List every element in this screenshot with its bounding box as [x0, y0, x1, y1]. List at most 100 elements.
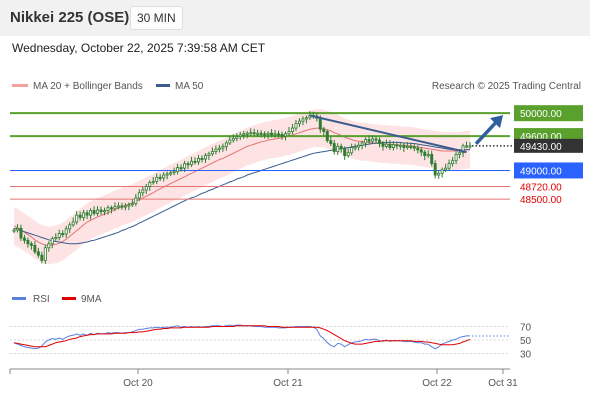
- candle-body: [249, 132, 253, 135]
- candle-body: [183, 163, 187, 169]
- candle-body: [172, 171, 176, 174]
- candle-body: [120, 205, 124, 208]
- candle-body: [137, 192, 141, 199]
- candle-body: [426, 154, 430, 157]
- candle-body: [318, 117, 322, 130]
- candle-body: [325, 131, 329, 142]
- candle-body: [165, 173, 169, 176]
- candle-body: [193, 160, 197, 163]
- resistance-label-box: [514, 105, 583, 122]
- candle-body: [57, 233, 61, 238]
- candle-body: [430, 154, 434, 164]
- candle-body: [304, 117, 308, 120]
- time-tick-label: Oct 31: [488, 378, 518, 389]
- candle-body: [353, 146, 357, 149]
- candle-body: [169, 172, 173, 175]
- candle-body: [99, 209, 103, 213]
- candle-body: [231, 137, 235, 141]
- candle-body: [75, 214, 79, 223]
- candle-body: [266, 132, 270, 135]
- rsi-ma-legend-swatch: [62, 297, 76, 300]
- candle-body: [416, 147, 420, 151]
- candle-body: [454, 154, 458, 162]
- candle-body: [412, 146, 416, 149]
- candle-body: [461, 145, 465, 154]
- candle-body: [238, 134, 242, 138]
- support-label: 48500.00: [520, 195, 562, 206]
- candle-body: [33, 245, 37, 253]
- last-price-label: 49430.00: [520, 142, 562, 153]
- candle-body: [350, 147, 354, 154]
- ma50-legend-swatch: [156, 84, 170, 87]
- candle-body: [130, 203, 134, 206]
- candle-body: [228, 139, 232, 144]
- ma50-line: [13, 141, 470, 245]
- rsi-ma-line: [13, 325, 471, 348]
- candle-body: [214, 148, 218, 152]
- rsi-tick-label: 50: [520, 336, 532, 347]
- candle-body: [127, 204, 131, 207]
- candle-body: [371, 138, 375, 142]
- rsi-ma-legend-label: 9MA: [81, 294, 102, 305]
- rsi-tick-label: 30: [520, 350, 532, 361]
- candle-body: [203, 155, 207, 160]
- ma20-legend-label: MA 20 + Bollinger Bands: [33, 81, 143, 92]
- candle-body: [29, 243, 33, 246]
- candle-body: [270, 132, 274, 136]
- candle-body: [277, 133, 281, 136]
- candle-body: [322, 128, 326, 132]
- candle-body: [381, 143, 385, 147]
- resistance-label: 50000.00: [520, 109, 562, 120]
- candle-body: [36, 251, 40, 256]
- candle-body: [113, 206, 117, 210]
- candle-body: [256, 132, 260, 135]
- target-arrow-head: [490, 115, 503, 129]
- candle-body: [287, 131, 291, 135]
- candle-body: [96, 209, 100, 214]
- instrument-title: Nikkei 225 (OSE): [10, 9, 130, 26]
- candle-body: [64, 228, 68, 235]
- candle-body: [186, 163, 190, 166]
- candle-body: [221, 145, 225, 149]
- candle-body: [47, 243, 51, 249]
- pivot-label: 49000.00: [520, 166, 562, 177]
- candle-body: [197, 158, 200, 163]
- candle-body: [151, 180, 155, 183]
- candle-body: [148, 182, 152, 187]
- candle-body: [398, 144, 402, 147]
- candle-body: [301, 118, 305, 122]
- candle-body: [78, 214, 82, 218]
- candle-body: [123, 205, 127, 208]
- candle-body: [12, 229, 16, 232]
- candle-body: [176, 167, 180, 173]
- candle-body: [54, 237, 58, 240]
- candle-body: [458, 152, 462, 155]
- candle-body: [155, 176, 159, 182]
- candle-body: [179, 167, 183, 170]
- trend-line: [309, 114, 467, 154]
- ma50-legend-label: MA 50: [175, 81, 204, 92]
- candle-body: [343, 148, 347, 156]
- candle-body: [339, 145, 343, 150]
- candle-body: [190, 160, 194, 166]
- candle-body: [89, 210, 93, 216]
- candle-body: [405, 145, 409, 148]
- candle-body: [367, 139, 371, 142]
- candle-body: [378, 139, 381, 144]
- candle-body: [444, 167, 448, 171]
- candle-body: [468, 145, 472, 148]
- rsi-legend-swatch: [12, 297, 26, 300]
- interval-button[interactable]: 30 MIN: [130, 6, 183, 30]
- candle-body: [16, 227, 19, 231]
- candle-body: [106, 207, 110, 211]
- candle-body: [395, 144, 399, 147]
- candle-body: [423, 151, 427, 156]
- candle-body: [22, 237, 26, 241]
- candle-body: [85, 212, 89, 216]
- candle-body: [19, 227, 23, 239]
- candle-body: [391, 144, 395, 148]
- candle-body: [109, 207, 113, 210]
- pivot-label-box: [514, 162, 583, 179]
- candle-body: [364, 139, 368, 144]
